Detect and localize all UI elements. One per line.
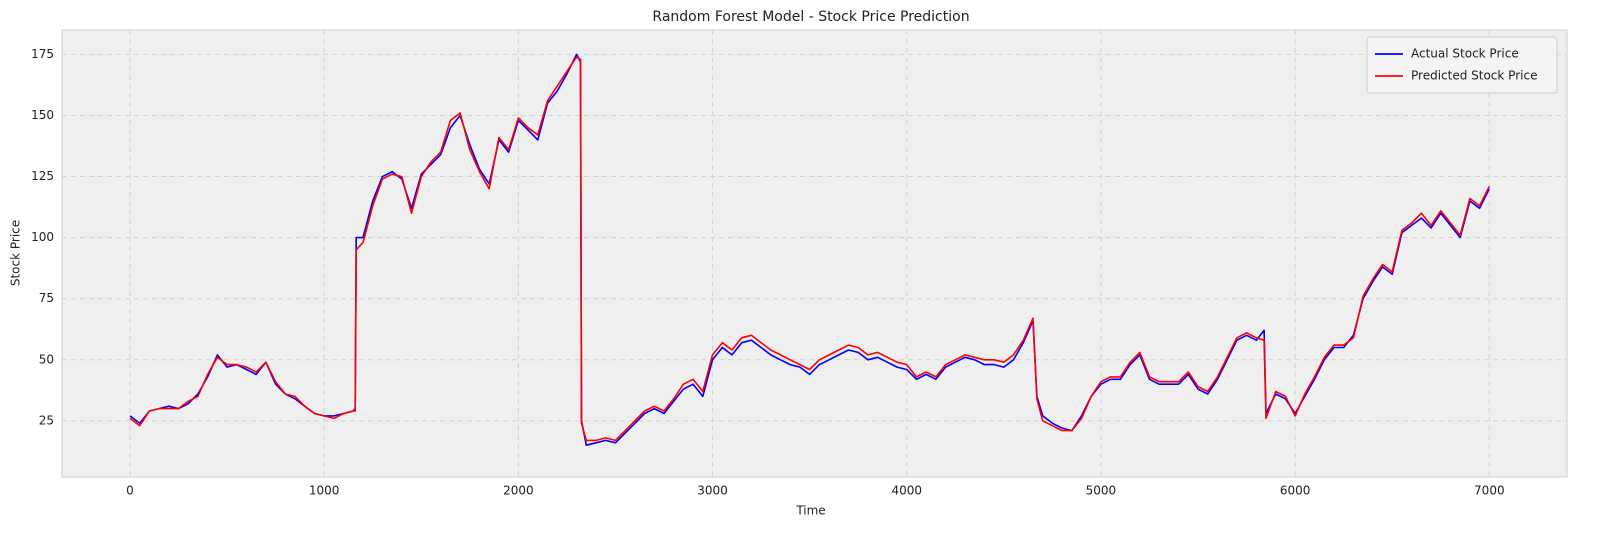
x-tick-label: 6000 [1280,484,1311,498]
legend-box [1366,36,1558,94]
x-axis-label: Time [795,504,825,518]
legend-label: Predicted Stock Price [1411,69,1537,83]
x-tick-label: 3000 [697,484,728,498]
chart-title: Random Forest Model - Stock Price Predic… [652,9,969,25]
y-tick-label: 50 [39,352,54,366]
legend-label: Actual Stock Price [1411,47,1519,61]
x-tick-label: 1000 [309,484,340,498]
y-tick-label: 100 [31,230,54,244]
y-tick-label: 175 [31,47,54,61]
x-tick-label: 0 [126,484,134,498]
x-tick-label: 7000 [1474,484,1505,498]
x-tick-label: 5000 [1086,484,1117,498]
y-tick-label: 75 [39,291,54,305]
series-line [129,56,1491,442]
y-tick-label: 125 [31,169,54,183]
x-tick-label: 4000 [891,484,922,498]
y-tick-label: 25 [39,413,54,427]
y-tick-label: 150 [31,108,54,122]
plot-area [61,29,1568,478]
x-tick-label: 2000 [503,484,534,498]
y-axis-label: Stock Price [9,220,23,286]
